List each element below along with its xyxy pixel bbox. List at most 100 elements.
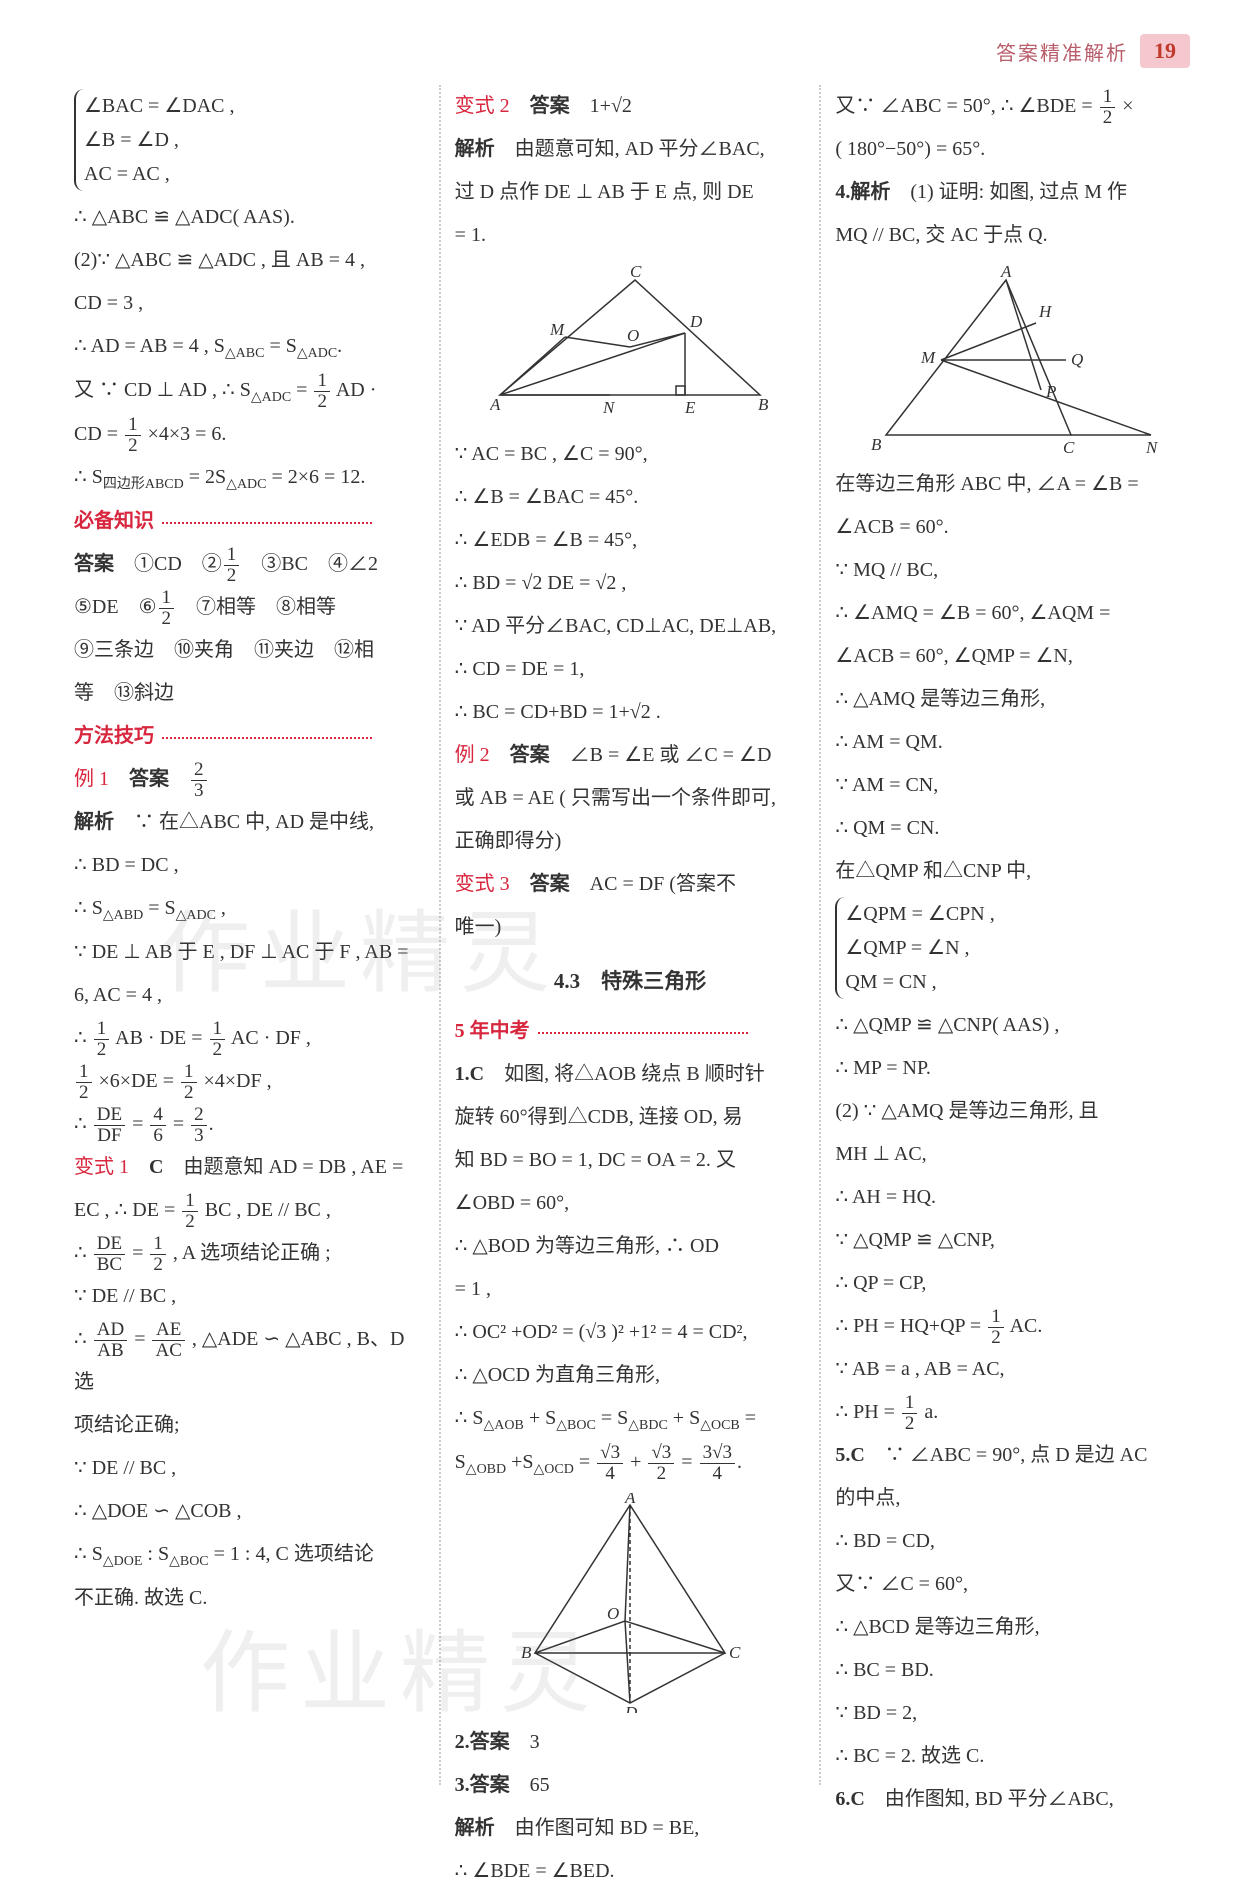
section-header: 5 年中考 bbox=[455, 1010, 806, 1053]
svg-text:P: P bbox=[1045, 382, 1056, 401]
text-line: ∵ AC = BC , ∠C = 90°, bbox=[455, 433, 806, 476]
svg-text:M: M bbox=[549, 320, 565, 339]
text-line: ∵ AB = a , AB = AC, bbox=[835, 1348, 1186, 1391]
svg-text:D: D bbox=[689, 312, 703, 331]
text-line: ∴ 12 AB · DE = 12 AC · DF , bbox=[74, 1017, 425, 1060]
svg-text:A: A bbox=[1000, 265, 1012, 281]
text-line: ∠ACB = 60°. bbox=[835, 506, 1186, 549]
text-line: ∵ AM = CN, bbox=[835, 764, 1186, 807]
text-line: ∴ ∠BDE = ∠BED. bbox=[455, 1850, 806, 1893]
text-line: ∵ DE // BC , bbox=[74, 1275, 425, 1318]
page-header: 答案精准解析 19 bbox=[996, 34, 1190, 68]
text-line: ∴ △AMQ 是等边三角形, bbox=[835, 678, 1186, 721]
answer-line: 答案 ①CD ②12 ③BC ④∠2 bbox=[74, 543, 425, 586]
text-line: ∴ PH = HQ+QP = 12 AC. bbox=[835, 1305, 1186, 1348]
text-line: ∴ △BCD 是等边三角形, bbox=[835, 1606, 1186, 1649]
text-line: ∴ △DOE ∽ △COB , bbox=[74, 1490, 425, 1533]
text-line: ∴ BD = CD, bbox=[835, 1520, 1186, 1563]
sys-row: AC = AC , bbox=[84, 157, 235, 191]
text-line: 解析 由作图可知 BD = BE, bbox=[455, 1807, 806, 1850]
text-line: ∴ BD = DC , bbox=[74, 844, 425, 887]
svg-text:Q: Q bbox=[1071, 350, 1083, 369]
text-line: 解析 由题意可知, AD 平分∠BAC, bbox=[455, 128, 806, 171]
text-line: ∴ DEDF = 46 = 23. bbox=[74, 1103, 425, 1146]
equation-system: ∠BAC = ∠DAC , ∠B = ∠D , AC = AC , bbox=[74, 89, 235, 191]
text-line: 又∵ ∠C = 60°, bbox=[835, 1563, 1186, 1606]
text-line: 正确即得分) bbox=[455, 820, 806, 863]
example-line: 例 2 答案 ∠B = ∠E 或 ∠C = ∠D bbox=[455, 734, 806, 777]
text-line: 6, AC = 4 , bbox=[74, 974, 425, 1017]
text-line: ∴ BD = √2 DE = √2 , bbox=[455, 562, 806, 605]
text-line: 又 ∵ CD ⊥ AD , ∴ S△ADC = 12 AD · bbox=[74, 369, 425, 413]
sys-row: ∠QMP = ∠N , bbox=[845, 931, 994, 965]
svg-text:C: C bbox=[729, 1643, 741, 1662]
svg-text:N: N bbox=[1145, 438, 1159, 455]
geometry-figure-2: A B C D O bbox=[515, 1493, 745, 1713]
svg-text:B: B bbox=[758, 395, 769, 414]
text-line: ∴ BC = 2. 故选 C. bbox=[835, 1735, 1186, 1778]
text-line: ∴ AD = AB = 4 , S△ABC = S△ADC. bbox=[74, 325, 425, 369]
q-line: 4.解析 (1) 证明: 如图, 过点 M 作 bbox=[835, 171, 1186, 214]
text-line: ∴ AM = QM. bbox=[835, 721, 1186, 764]
sys-row: ∠B = ∠D , bbox=[84, 123, 235, 157]
text-line: ∴ ∠B = ∠BAC = 45°. bbox=[455, 476, 806, 519]
text-line: 解析 ∵ 在△ABC 中, AD 是中线, bbox=[74, 801, 425, 844]
text-line: ∴ DEBC = 12 , A 选项结论正确 ; bbox=[74, 1232, 425, 1275]
text-line: 不正确. 故选 C. bbox=[74, 1577, 425, 1620]
svg-text:M: M bbox=[920, 348, 936, 367]
section-title: 4.3 特殊三角形 bbox=[455, 959, 806, 1004]
text-line: ∴ QM = CN. bbox=[835, 807, 1186, 850]
text-line: (2) ∵ △AMQ 是等边三角形, 且 bbox=[835, 1090, 1186, 1133]
text-line: (2)∵ △ABC ≌ △ADC , 且 AB = 4 , bbox=[74, 239, 425, 282]
text-line: CD = 12 ×4×3 = 6. bbox=[74, 413, 425, 456]
text-line: ∴ S△AOB + S△BOC = S△BDC + S△OCB = bbox=[455, 1397, 806, 1441]
svg-text:D: D bbox=[624, 1703, 638, 1713]
text-line: MQ // BC, 交 AC 于点 Q. bbox=[835, 214, 1186, 257]
text-line: ∴ QP = CP, bbox=[835, 1262, 1186, 1305]
text-line: MH ⊥ AC, bbox=[835, 1133, 1186, 1176]
svg-text:A: A bbox=[490, 395, 501, 414]
text-line: ∴ BC = BD. bbox=[835, 1649, 1186, 1692]
section-header: 必备知识 bbox=[74, 500, 425, 543]
text-line: 在△QMP 和△CNP 中, bbox=[835, 850, 1186, 893]
sys-row: ∠BAC = ∠DAC , bbox=[84, 89, 235, 123]
answer-line: ⑨三条边 ⑩夹角 ⑪夹边 ⑫相 bbox=[74, 629, 425, 672]
q-line: 2.答案 3 bbox=[455, 1721, 806, 1764]
column-2: 变式 2 答案 1+√2 解析 由题意可知, AD 平分∠BAC, 过 D 点作… bbox=[441, 85, 822, 1785]
svg-text:H: H bbox=[1038, 302, 1053, 321]
text-line: CD = 3 , bbox=[74, 282, 425, 325]
equation-system: ∠QPM = ∠CPN , ∠QMP = ∠N , QM = CN , bbox=[835, 897, 994, 999]
text-line: 的中点, bbox=[835, 1477, 1186, 1520]
column-1: ∠BAC = ∠DAC , ∠B = ∠D , AC = AC , ∴ △ABC… bbox=[60, 85, 441, 1785]
q-line: 5.C ∵ ∠ABC = 90°, 点 D 是边 AC bbox=[835, 1434, 1186, 1477]
page-number: 19 bbox=[1140, 34, 1190, 68]
text-line: ∴ OC² +OD² = (√3 )² +1² = 4 = CD², bbox=[455, 1311, 806, 1354]
text-line: 唯一) bbox=[455, 906, 806, 949]
variant-line: 变式 3 答案 AC = DF (答案不 bbox=[455, 863, 806, 906]
sys-row: ∠QPM = ∠CPN , bbox=[845, 897, 994, 931]
text-line: 知 BD = BO = 1, DC = OA = 2. 又 bbox=[455, 1139, 806, 1182]
variant-line: 变式 1 C 由题意知 AD = DB , AE = bbox=[74, 1146, 425, 1189]
geometry-figure-1: A B C D E M N O bbox=[490, 265, 770, 425]
text-line: ∴ AH = HQ. bbox=[835, 1176, 1186, 1219]
text-line: ∵ MQ // BC, bbox=[835, 549, 1186, 592]
svg-text:B: B bbox=[871, 435, 882, 454]
header-title: 答案精准解析 bbox=[996, 37, 1128, 66]
answer-line: 等 ⑬斜边 bbox=[74, 672, 425, 715]
text-line: = 1. bbox=[455, 214, 806, 257]
text-line: ∴ CD = DE = 1, bbox=[455, 648, 806, 691]
column-3: 又∵ ∠ABC = 50°, ∴ ∠BDE = 12 × ( 180°−50°)… bbox=[821, 85, 1200, 1785]
text-line: 项结论正确; bbox=[74, 1404, 425, 1447]
text-line: ( 180°−50°) = 65°. bbox=[835, 128, 1186, 171]
text-line: ∴ ∠AMQ = ∠B = 60°, ∠AQM = bbox=[835, 592, 1186, 635]
content-columns: ∠BAC = ∠DAC , ∠B = ∠D , AC = AC , ∴ △ABC… bbox=[60, 85, 1200, 1785]
q-line: 6.C 由作图知, BD 平分∠ABC, bbox=[835, 1778, 1186, 1821]
svg-text:O: O bbox=[607, 1604, 619, 1623]
svg-text:C: C bbox=[1063, 438, 1075, 455]
text-line: ∠OBD = 60°, bbox=[455, 1182, 806, 1225]
text-line: ∴ MP = NP. bbox=[835, 1047, 1186, 1090]
svg-text:C: C bbox=[630, 265, 642, 281]
svg-text:B: B bbox=[521, 1643, 532, 1662]
text-line: EC , ∴ DE = 12 BC , DE // BC , bbox=[74, 1189, 425, 1232]
svg-text:O: O bbox=[627, 326, 639, 345]
